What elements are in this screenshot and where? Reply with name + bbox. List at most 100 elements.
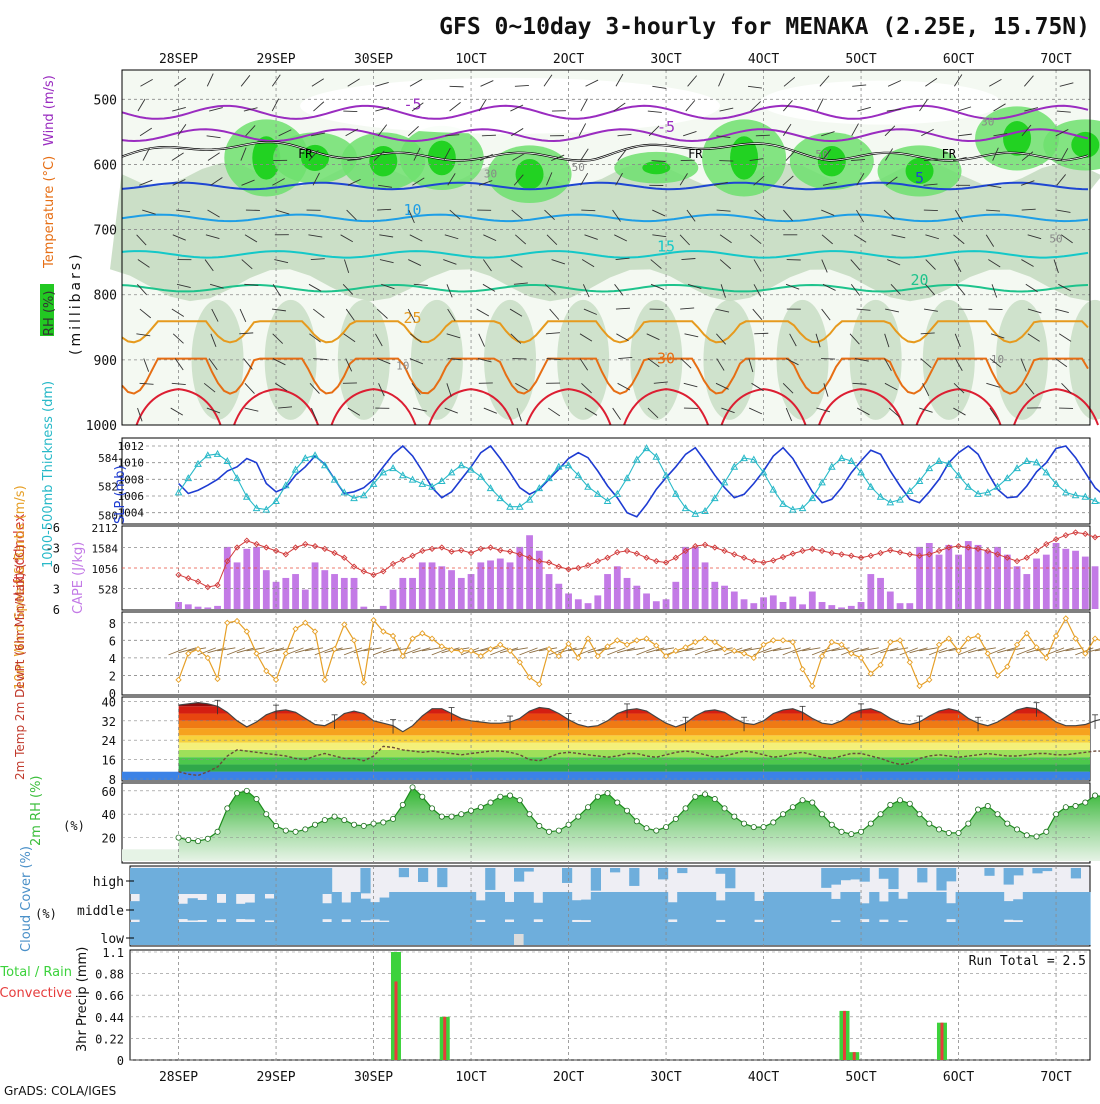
cloud-low-block xyxy=(965,922,975,945)
temp-color-band xyxy=(122,743,1090,750)
rh-low-plume xyxy=(484,300,536,420)
rh-marker xyxy=(1063,805,1068,810)
cloud-low-block xyxy=(908,922,918,945)
cloud-level-label: low xyxy=(101,932,125,947)
cloud-middle-block xyxy=(1013,899,1023,920)
rh-marker xyxy=(468,808,473,813)
cloud-high-block xyxy=(236,868,246,894)
cape-bar xyxy=(887,592,894,609)
cloud-low-block xyxy=(984,922,994,945)
cloud-low-block xyxy=(850,922,860,945)
cloud-middle-block xyxy=(1052,892,1062,922)
temp-tick-label: 32 xyxy=(102,715,116,729)
cape-bar xyxy=(380,606,387,609)
cloud-low-block xyxy=(821,922,831,945)
cloud-middle-block xyxy=(888,892,898,922)
cloud-low-block xyxy=(879,922,889,945)
cloud-low-block xyxy=(408,922,418,945)
cloud-low-block xyxy=(975,922,985,945)
temp-tick-label: 24 xyxy=(102,734,116,748)
rh-marker xyxy=(654,828,659,833)
rh-marker xyxy=(585,805,590,810)
cloud-middle-block xyxy=(370,902,380,919)
cloud-high-block xyxy=(312,868,322,894)
cloud-middle-block xyxy=(168,892,178,922)
cape-bar xyxy=(419,562,426,609)
top-day-label: 1OCT xyxy=(455,52,486,67)
rh-marker xyxy=(361,823,366,828)
precip-convective-bar xyxy=(443,1017,446,1060)
cloud-high-block xyxy=(399,868,409,877)
rh-marker xyxy=(205,836,210,841)
rh-marker xyxy=(800,798,805,803)
rh-contour-label: 50 xyxy=(572,161,585,174)
rh-marker xyxy=(956,830,961,835)
rh-contour-label: 30 xyxy=(981,115,994,128)
cape-bar xyxy=(780,602,787,609)
cloud-high-block xyxy=(322,868,332,894)
cape-bar xyxy=(867,574,874,609)
cloud-low-block xyxy=(773,922,783,945)
rh-marker xyxy=(673,816,678,821)
cloud-low-block xyxy=(956,922,966,945)
cape-bar xyxy=(614,566,621,609)
cloud-high-block xyxy=(226,868,236,894)
cloud-gap xyxy=(514,934,524,945)
pressure-axis-label: (millibars) xyxy=(68,251,84,355)
rh-marker xyxy=(381,820,386,825)
cape-bar xyxy=(468,574,475,609)
rh-marker xyxy=(566,822,571,827)
cloud-low-block xyxy=(754,922,764,945)
cape-bar xyxy=(429,562,436,609)
cloud-high-block xyxy=(840,868,850,880)
cloud-middle-block xyxy=(696,892,706,922)
cape-tick-label: 528 xyxy=(98,584,118,597)
rh-marker xyxy=(254,796,259,801)
cloud-middle-block xyxy=(1071,892,1081,922)
cloud-middle-block xyxy=(1061,892,1071,922)
rh-marker xyxy=(595,794,600,799)
cloud-high-block xyxy=(984,868,994,876)
cloud-low-block xyxy=(591,922,601,945)
cloud-low-block xyxy=(610,922,620,945)
rh-dry-area xyxy=(761,81,1001,125)
cloud-middle-block xyxy=(879,901,889,919)
cape-bar xyxy=(458,578,465,609)
cloud-low-block xyxy=(245,922,255,945)
cloud-middle-block xyxy=(716,900,726,919)
cape-bar xyxy=(263,570,270,609)
cloud-low-block xyxy=(888,922,898,945)
cloud-middle-block xyxy=(216,903,226,919)
wind-barb xyxy=(581,210,595,211)
rh-tick-label: 60 xyxy=(102,785,116,799)
cloud-low-block xyxy=(812,922,822,945)
cloud-low-block xyxy=(783,922,793,945)
li-tick-label: 6 xyxy=(53,603,60,617)
cloud-middle-block xyxy=(610,892,620,922)
cloud-low-block xyxy=(130,922,140,945)
rh-marker xyxy=(478,805,483,810)
cloud-low-block xyxy=(706,922,716,945)
cloud-low-block xyxy=(255,922,265,945)
cloud-high-block xyxy=(360,868,370,893)
cape-bar xyxy=(682,547,689,609)
cloud-middle-block xyxy=(572,900,582,920)
cape-bar xyxy=(965,541,972,609)
rh-marker xyxy=(644,826,649,831)
cape-bar xyxy=(341,578,348,609)
cloud-low-block xyxy=(764,922,774,945)
rh-marker xyxy=(215,829,220,834)
cloud-low-block xyxy=(994,922,1004,945)
cloud-middle-block xyxy=(668,902,678,919)
isotherm-label: 30 xyxy=(657,349,675,367)
rh-marker xyxy=(488,800,493,805)
cape-bar xyxy=(321,570,328,609)
cloud-middle-block xyxy=(485,892,495,922)
cloud-middle-block xyxy=(255,892,265,922)
cape-bar xyxy=(1033,559,1040,609)
top-day-label: 3OCT xyxy=(650,52,681,67)
cape-bar xyxy=(741,599,748,609)
rh-marker xyxy=(244,788,249,793)
cloud-level-label: high xyxy=(93,875,124,890)
